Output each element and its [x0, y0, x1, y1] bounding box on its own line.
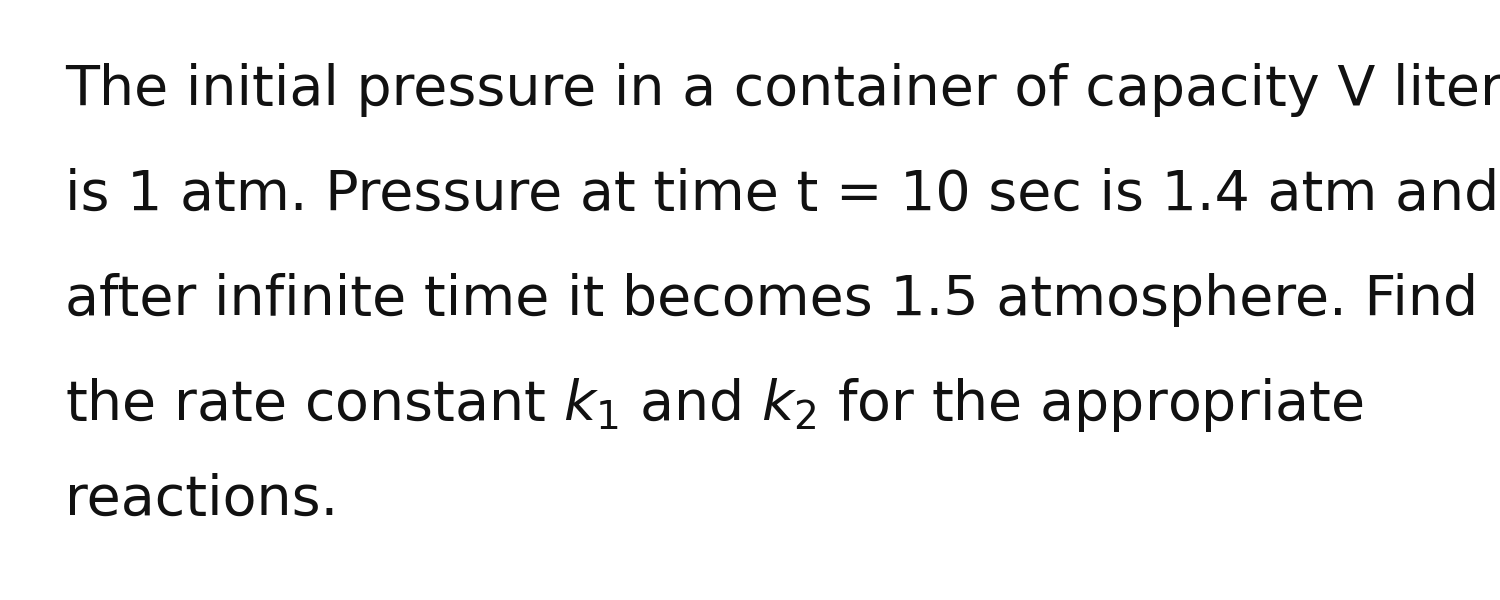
Text: after infinite time it becomes 1.5 atmosphere. Find: after infinite time it becomes 1.5 atmos… — [64, 273, 1478, 327]
Text: is 1 atm. Pressure at time t = 10 sec is 1.4 atm and: is 1 atm. Pressure at time t = 10 sec is… — [64, 168, 1500, 222]
Text: the rate constant $k_1$ and $k_2$ for the appropriate: the rate constant $k_1$ and $k_2$ for th… — [64, 376, 1364, 434]
Text: reactions.: reactions. — [64, 473, 339, 527]
Text: The initial pressure in a container of capacity V liters: The initial pressure in a container of c… — [64, 63, 1500, 117]
